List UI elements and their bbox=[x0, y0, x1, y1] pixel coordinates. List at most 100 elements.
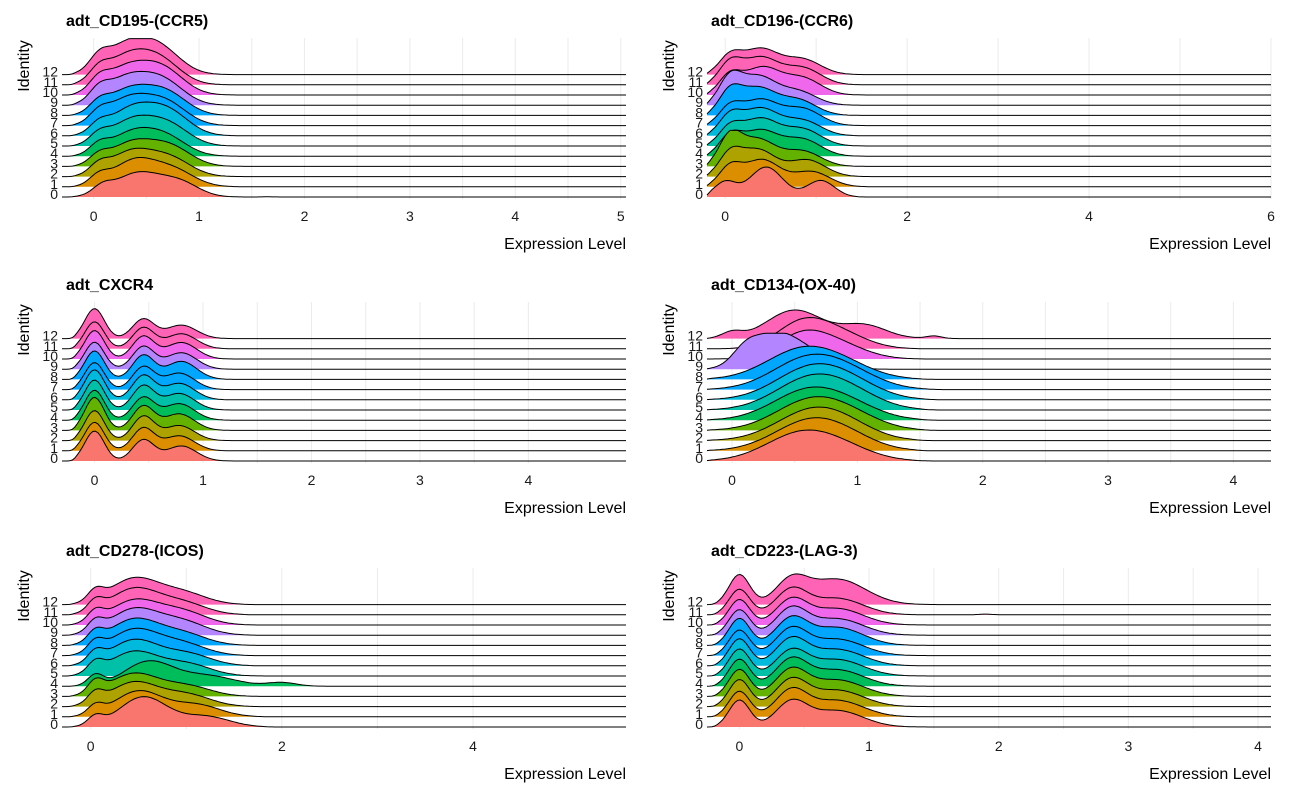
y-tick-label: 3 bbox=[695, 419, 703, 435]
ridge-line-6 bbox=[706, 106, 1271, 137]
ridge-fill-1 bbox=[707, 687, 1271, 717]
ridge-line-1 bbox=[706, 417, 1271, 452]
ridge-line-0 bbox=[62, 430, 626, 462]
y-tick-label: 8 bbox=[695, 634, 703, 650]
y-tick-label: 3 bbox=[50, 419, 58, 435]
y-tick-label: 8 bbox=[50, 368, 58, 384]
x-tick-label: 0 bbox=[736, 738, 744, 754]
ridge-fill-11 bbox=[707, 586, 1271, 615]
y-axis-label: Identity bbox=[661, 304, 678, 356]
ridge-line-8 bbox=[706, 345, 1271, 380]
ridge-line-12 bbox=[706, 573, 1271, 606]
ridge-line-3 bbox=[62, 672, 626, 697]
y-tick-label: 4 bbox=[695, 675, 703, 691]
ridge-line-0 bbox=[706, 698, 1271, 728]
ridge-fill-5 bbox=[707, 648, 1271, 676]
y-tick-label: 7 bbox=[50, 115, 58, 131]
ridge-fill-10 bbox=[62, 598, 626, 625]
ridge-line-4 bbox=[706, 386, 1271, 421]
y-tick-label: 0 bbox=[695, 186, 703, 202]
ridge-line-3 bbox=[706, 396, 1271, 431]
ridge-fill-2 bbox=[707, 677, 1271, 707]
ridge-line-7 bbox=[62, 92, 626, 127]
y-tick-label: 4 bbox=[695, 409, 703, 425]
ridge-line-0 bbox=[62, 171, 626, 198]
x-tick-label: 5 bbox=[617, 208, 625, 224]
panel-title: adt_CXCR4 bbox=[66, 277, 153, 294]
x-tick-label: 4 bbox=[1254, 738, 1262, 754]
ridge-line-2 bbox=[706, 145, 1271, 178]
ridge-fill-0 bbox=[707, 699, 1271, 727]
ridge-line-10 bbox=[707, 329, 1271, 360]
ridge-fill-5 bbox=[62, 650, 626, 676]
ridge-line-2 bbox=[62, 147, 626, 178]
ridge-line-7 bbox=[62, 627, 626, 657]
y-tick-label: 7 bbox=[695, 645, 703, 661]
ridge-line-3 bbox=[62, 138, 626, 167]
y-tick-label: 11 bbox=[43, 604, 58, 620]
y-tick-label: 5 bbox=[695, 665, 703, 681]
y-tick-label: 9 bbox=[50, 358, 58, 374]
y-tick-label: 5 bbox=[695, 399, 703, 415]
ridge-line-4 bbox=[706, 656, 1271, 687]
y-tick-label: 1 bbox=[695, 440, 703, 456]
y-tick-label: 4 bbox=[50, 409, 58, 425]
y-tick-label: 8 bbox=[50, 104, 58, 120]
y-tick-label: 0 bbox=[695, 450, 703, 466]
ridge-line-11 bbox=[706, 55, 1271, 86]
ridge-line-1 bbox=[62, 421, 626, 452]
panel-title: adt_CD223-(LAG-3) bbox=[711, 543, 858, 560]
y-tick-label: 12 bbox=[42, 64, 58, 80]
x-axis-label: Expression Level bbox=[504, 500, 626, 517]
ridge-line-8 bbox=[62, 350, 626, 380]
ridge-line-2 bbox=[706, 676, 1271, 708]
x-tick-label: 2 bbox=[995, 738, 1003, 754]
x-tick-label: 3 bbox=[1124, 738, 1132, 754]
y-tick-label: 6 bbox=[695, 389, 703, 405]
ridge-line-10 bbox=[62, 330, 626, 360]
y-tick-label: 2 bbox=[50, 430, 58, 446]
y-tick-label: 12 bbox=[687, 64, 703, 80]
ridge-line-9 bbox=[62, 341, 626, 370]
y-tick-label: 2 bbox=[695, 430, 703, 446]
x-axis-label: Expression Level bbox=[504, 766, 626, 783]
x-axis-label: Expression Level bbox=[1149, 766, 1271, 783]
y-tick-label: 12 bbox=[687, 328, 703, 344]
y-tick-label: 7 bbox=[695, 115, 703, 131]
y-axis-label: Identity bbox=[661, 40, 678, 92]
x-tick-label: 0 bbox=[728, 472, 736, 488]
ridge-fill-0 bbox=[707, 167, 1271, 197]
ridge-line-11 bbox=[62, 321, 626, 350]
ridge-line-12 bbox=[62, 38, 626, 76]
ridge-line-11 bbox=[62, 48, 626, 86]
y-tick-label: 1 bbox=[50, 440, 58, 456]
x-tick-label: 2 bbox=[301, 208, 309, 224]
ridge-fill-4 bbox=[707, 656, 1271, 687]
ridge-line-10 bbox=[706, 596, 1271, 626]
panel-title: adt_CD195-(CCR5) bbox=[66, 13, 208, 30]
y-tick-label: 6 bbox=[50, 125, 58, 141]
ridge-line-0 bbox=[706, 429, 1271, 462]
ridge-fill-12 bbox=[707, 573, 1271, 605]
y-tick-label: 6 bbox=[50, 389, 58, 405]
x-axis-label: Expression Level bbox=[504, 236, 626, 253]
y-tick-label: 2 bbox=[50, 166, 58, 182]
y-tick-label: 4 bbox=[50, 675, 58, 691]
ridge-fill-0 bbox=[62, 696, 626, 727]
y-tick-label: 7 bbox=[50, 379, 58, 395]
y-tick-label: 11 bbox=[43, 74, 58, 90]
ridge-fill-7 bbox=[62, 628, 626, 656]
y-tick-label: 0 bbox=[50, 186, 58, 202]
ridge-line-8 bbox=[62, 83, 626, 116]
ridge-line-5 bbox=[62, 114, 626, 147]
y-tick-label: 12 bbox=[42, 594, 58, 610]
ridge-line-4 bbox=[706, 128, 1271, 157]
y-tick-label: 0 bbox=[50, 450, 58, 466]
y-tick-label: 9 bbox=[695, 94, 703, 110]
ridge-line-4 bbox=[62, 660, 626, 687]
ridge-line-6 bbox=[706, 635, 1271, 667]
y-tick-label: 9 bbox=[695, 358, 703, 374]
